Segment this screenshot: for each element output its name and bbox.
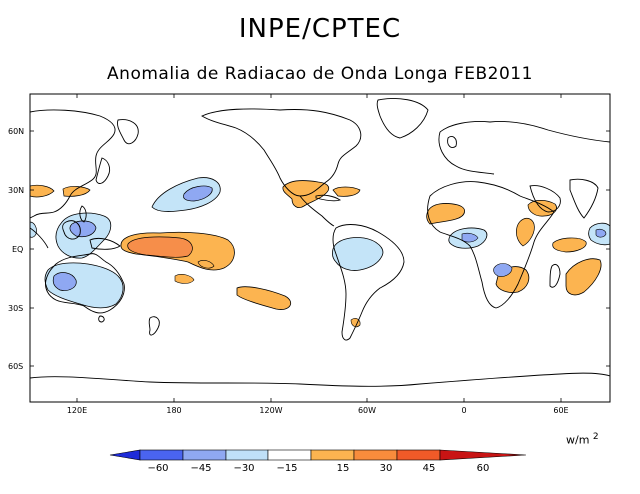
colorbar-segment-45-60	[396, 449, 441, 461]
anomaly-layer	[30, 177, 610, 328]
anomaly-neg-north-pacific-core	[183, 185, 213, 202]
colorbar-segment-30-15	[225, 449, 269, 461]
coast-new-guinea	[89, 237, 121, 250]
anomaly-neg-amazon	[332, 237, 384, 271]
colorbar-tick-15: 15	[337, 463, 350, 474]
colorbar-tick-30: 30	[380, 463, 393, 474]
colorbar-segment-gt-60	[439, 449, 527, 461]
coast-cuba	[315, 194, 342, 202]
lon-label-180: 180	[166, 406, 181, 415]
anomaly-pos-pacific-tail	[174, 274, 195, 284]
page-title: INPE/CPTEC	[238, 14, 402, 44]
anomaly-pos-atlantic-subtrop	[332, 186, 361, 197]
colorbar-tick-m15: −15	[276, 463, 297, 474]
anomaly-pos-west-pacific-north	[30, 184, 55, 198]
anomaly-pos-south-pacific	[236, 286, 292, 310]
lat-label-eq: EQ	[12, 245, 23, 254]
lat-label-30s: 30S	[8, 304, 23, 313]
lat-label-30n: 30N	[8, 186, 24, 195]
colorbar-segment-15-15	[267, 449, 312, 461]
colorbar-segment-15-30	[310, 449, 355, 461]
anomaly-neg-southern-africa	[493, 263, 513, 277]
coast-south-america	[332, 224, 405, 341]
anomaly-pos-madagascar-sea	[565, 258, 602, 296]
anomaly-pos-west-pacific-north-2	[62, 186, 91, 197]
map-subtitle: Anomalia de Radiacao de Onda Longa FEB20…	[107, 64, 533, 84]
coast-central-america	[299, 195, 335, 227]
coast-asia	[30, 109, 116, 219]
anomaly-pos-west-africa	[426, 203, 465, 225]
colorbar-segment-60-45	[139, 449, 184, 461]
coast-philippines	[79, 205, 87, 223]
coast-madagascar	[549, 263, 561, 288]
anomaly-pos-argentina	[350, 318, 361, 328]
coast-borneo	[62, 220, 81, 240]
coast-antarctica	[30, 372, 610, 387]
colorbar-segment-lt-60	[109, 449, 141, 461]
lon-label-0: 0	[461, 406, 466, 415]
coast-africa	[427, 181, 555, 309]
axis-ticks	[30, 94, 610, 402]
lon-label-60w: 60W	[358, 406, 376, 415]
coast-europe	[438, 121, 610, 175]
units-base: w/m	[566, 433, 590, 447]
colorbar-units: w/m 2	[566, 432, 599, 447]
lon-label-60e: 60E	[553, 406, 568, 415]
lon-label-120w: 120W	[259, 406, 282, 415]
coastlines	[30, 98, 610, 387]
map-background	[30, 94, 610, 402]
coast-new-zealand	[148, 316, 160, 336]
map-frame	[29, 93, 611, 403]
anomaly-pos-mexico	[282, 180, 330, 208]
anomaly-neg-australia-core	[52, 272, 77, 291]
coast-uk	[447, 135, 457, 149]
anomaly-neg-maritime-core	[69, 220, 97, 238]
coast-tasmania	[98, 315, 105, 323]
anomaly-neg-east-indian-core	[595, 228, 607, 238]
coast-kamchatka	[117, 119, 139, 145]
coast-japan	[95, 157, 111, 184]
coast-greenland	[376, 98, 429, 139]
coast-australia	[45, 253, 125, 314]
colorbar: −60 −45 −30 −15 15 30 45 60	[109, 449, 527, 474]
lat-label-60s: 60S	[8, 362, 23, 371]
anomaly-neg-congo-core	[461, 232, 479, 243]
colorbar-tick-60: 60	[477, 463, 490, 474]
colorbar-tick-m30: −30	[233, 463, 254, 474]
lat-label-60n: 60N	[8, 127, 24, 136]
colorbar-segment-45-30	[182, 449, 227, 461]
anomaly-pos-east-africa	[516, 218, 535, 247]
coast-sumatra	[30, 227, 49, 249]
coast-arabia	[529, 185, 561, 213]
anomaly-pos-central-pacific-core	[127, 236, 193, 258]
anomaly-pos-spcz-east	[197, 260, 215, 269]
colorbar-tick-m45: −45	[190, 463, 211, 474]
colorbar-segment-30-45	[353, 449, 398, 461]
coast-india	[569, 178, 599, 219]
lon-label-120e: 120E	[67, 406, 87, 415]
coast-north-america	[201, 108, 362, 197]
units-exponent: 2	[592, 432, 599, 442]
colorbar-tick-45: 45	[423, 463, 436, 474]
colorbar-tick-m60: −60	[147, 463, 168, 474]
anomaly-pos-indian-ocean	[552, 237, 587, 253]
